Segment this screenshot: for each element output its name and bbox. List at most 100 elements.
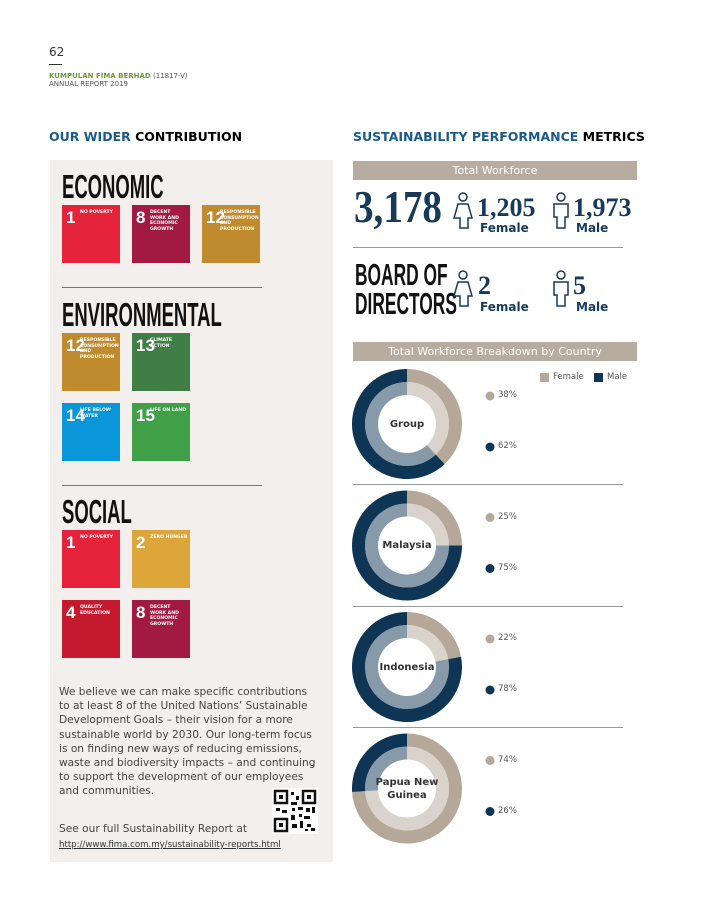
section-heading: ECONOMIC [62,168,164,205]
label-dot [485,756,495,765]
donut-name: Papua New Guinea [375,776,439,801]
tile-number: 15 [136,406,155,425]
label-dot [485,391,495,401]
donut-inner-segment [364,382,436,467]
donut-segment [351,733,407,792]
report: ANNUAL REPORT 2019 [49,80,128,88]
donut-name: Malaysia [382,540,432,551]
donut-name: Indonesia [379,661,435,673]
rule [353,247,623,248]
company: KUMPULAN FIMA BERHAD (11817-V) [49,72,188,80]
label-dot [485,442,495,452]
male-icon [553,192,569,229]
value-label: 62% [498,441,517,451]
male-count: 1,973 [573,193,632,222]
board-female: 2 [478,271,491,300]
title-highlight: SUSTAINABILITY PERFORMANCE [353,129,579,144]
label-dot [485,685,495,695]
sdg-tile: 15 LIFE ON LAND [132,403,190,461]
tile-number: 8 [136,208,146,227]
donut-inner-segment [407,625,449,662]
rule [49,64,62,65]
male-label: Male [576,300,609,314]
label-dot [485,634,495,644]
title-rest: METRICS [582,129,645,144]
donut-inner-segment [365,746,449,831]
tile-label: LIFE ON LAND [150,408,187,413]
female-label: Female [480,221,529,235]
tile-label: CLIMATE ACTION [150,338,173,349]
report-link[interactable]: http://www.fima.com.my/sustainability-re… [59,840,281,850]
title-rest: CONTRIBUTION [135,129,243,144]
see-more: See our full Sustainability Report at [59,823,247,835]
sdg-tile: 13 CLIMATE ACTION [132,333,190,391]
donut-inner-segment [365,503,449,588]
donut-segment [407,369,462,465]
company-reg: (11817-V) [152,72,188,80]
tile-number: 1 [66,208,76,227]
tile-label: QUALITY EDUCATION [80,605,110,616]
tile-label: NO POVERTY [80,210,113,215]
legend-swatch [540,373,549,382]
title-highlight: OUR WIDER [49,129,131,144]
sdg-tile: 1 NO POVERTY [62,530,120,588]
tile-label: RESPONSIBLE CONSUMPTION AND PRODUCTION [220,210,259,232]
panel [50,160,333,862]
total-workforce: 3,178 [354,181,442,232]
paragraph: We believe we can make specific contribu… [59,686,316,798]
tile-number: 1 [66,533,76,552]
tile-label: ZERO HUNGER [150,535,188,540]
rule [353,605,623,607]
board-heading: BOARD OF DIRECTORS [355,257,457,321]
company-name: KUMPULAN FIMA BERHAD [49,72,151,80]
label-dot [485,513,495,522]
female-label: Female [480,300,529,314]
section-bar: Total Workforce Breakdown by Country [353,342,637,361]
tile-label: NO POVERTY [80,535,113,540]
sdg-tile: 12 RESPONSIBLE CONSUMPTION AND PRODUCTION [202,205,260,263]
left-title: OUR WIDER CONTRIBUTION [49,129,242,144]
value-label: 26% [498,805,517,816]
tile-label: DECENT WORK AND ECONOMIC GROWTH [150,605,179,627]
rule [62,485,262,486]
board-male: 5 [573,271,586,300]
tile-number: 12 [66,336,85,355]
male-label: Male [576,221,609,235]
donut-inner-segment [407,503,449,546]
label-dot [485,807,495,816]
sdg-tile: 8 DECENT WORK AND ECONOMIC GROWTH [132,205,190,263]
donut-inner-segment [365,746,407,792]
page-number: 62 [49,45,65,59]
tile-number: 4 [66,603,76,622]
sdg-tile: 8 DECENT WORK AND ECONOMIC GROWTH [132,600,190,658]
sdg-tile: 2 ZERO HUNGER [132,530,190,588]
sdg-tile: 14 LIFE BELOW WATER [62,403,120,461]
value-label: 78% [498,684,517,694]
donut-segment [407,490,462,546]
value-label: 74% [498,754,517,765]
section-heading: ENVIRONMENTAL [62,296,222,333]
donut-inner-segment [407,382,449,455]
label-dot [485,564,495,573]
right-title: SUSTAINABILITY PERFORMANCE METRICS [353,129,645,144]
section-heading: SOCIAL [62,493,132,530]
value-label: 22% [498,633,517,643]
tile-label: LIFE BELOW WATER [80,408,111,419]
qr-code [272,788,318,834]
tile-number: 2 [136,533,146,552]
sdg-tile: 12 RESPONSIBLE CONSUMPTION AND PRODUCTION [62,333,120,391]
sdg-tile: 1 NO POVERTY [62,205,120,263]
tile-number: 13 [136,336,155,355]
rule [353,727,623,728]
donut-name: Group [389,418,425,430]
legend-label: Male [607,372,628,382]
rule [62,287,262,288]
tile-label: DECENT WORK AND ECONOMIC GROWTH [150,210,179,232]
rule [353,484,623,485]
sdg-tile: 4 QUALITY EDUCATION [62,600,120,658]
tile-number: 12 [206,208,225,227]
male-icon [553,270,569,307]
donut-segment [352,369,445,479]
